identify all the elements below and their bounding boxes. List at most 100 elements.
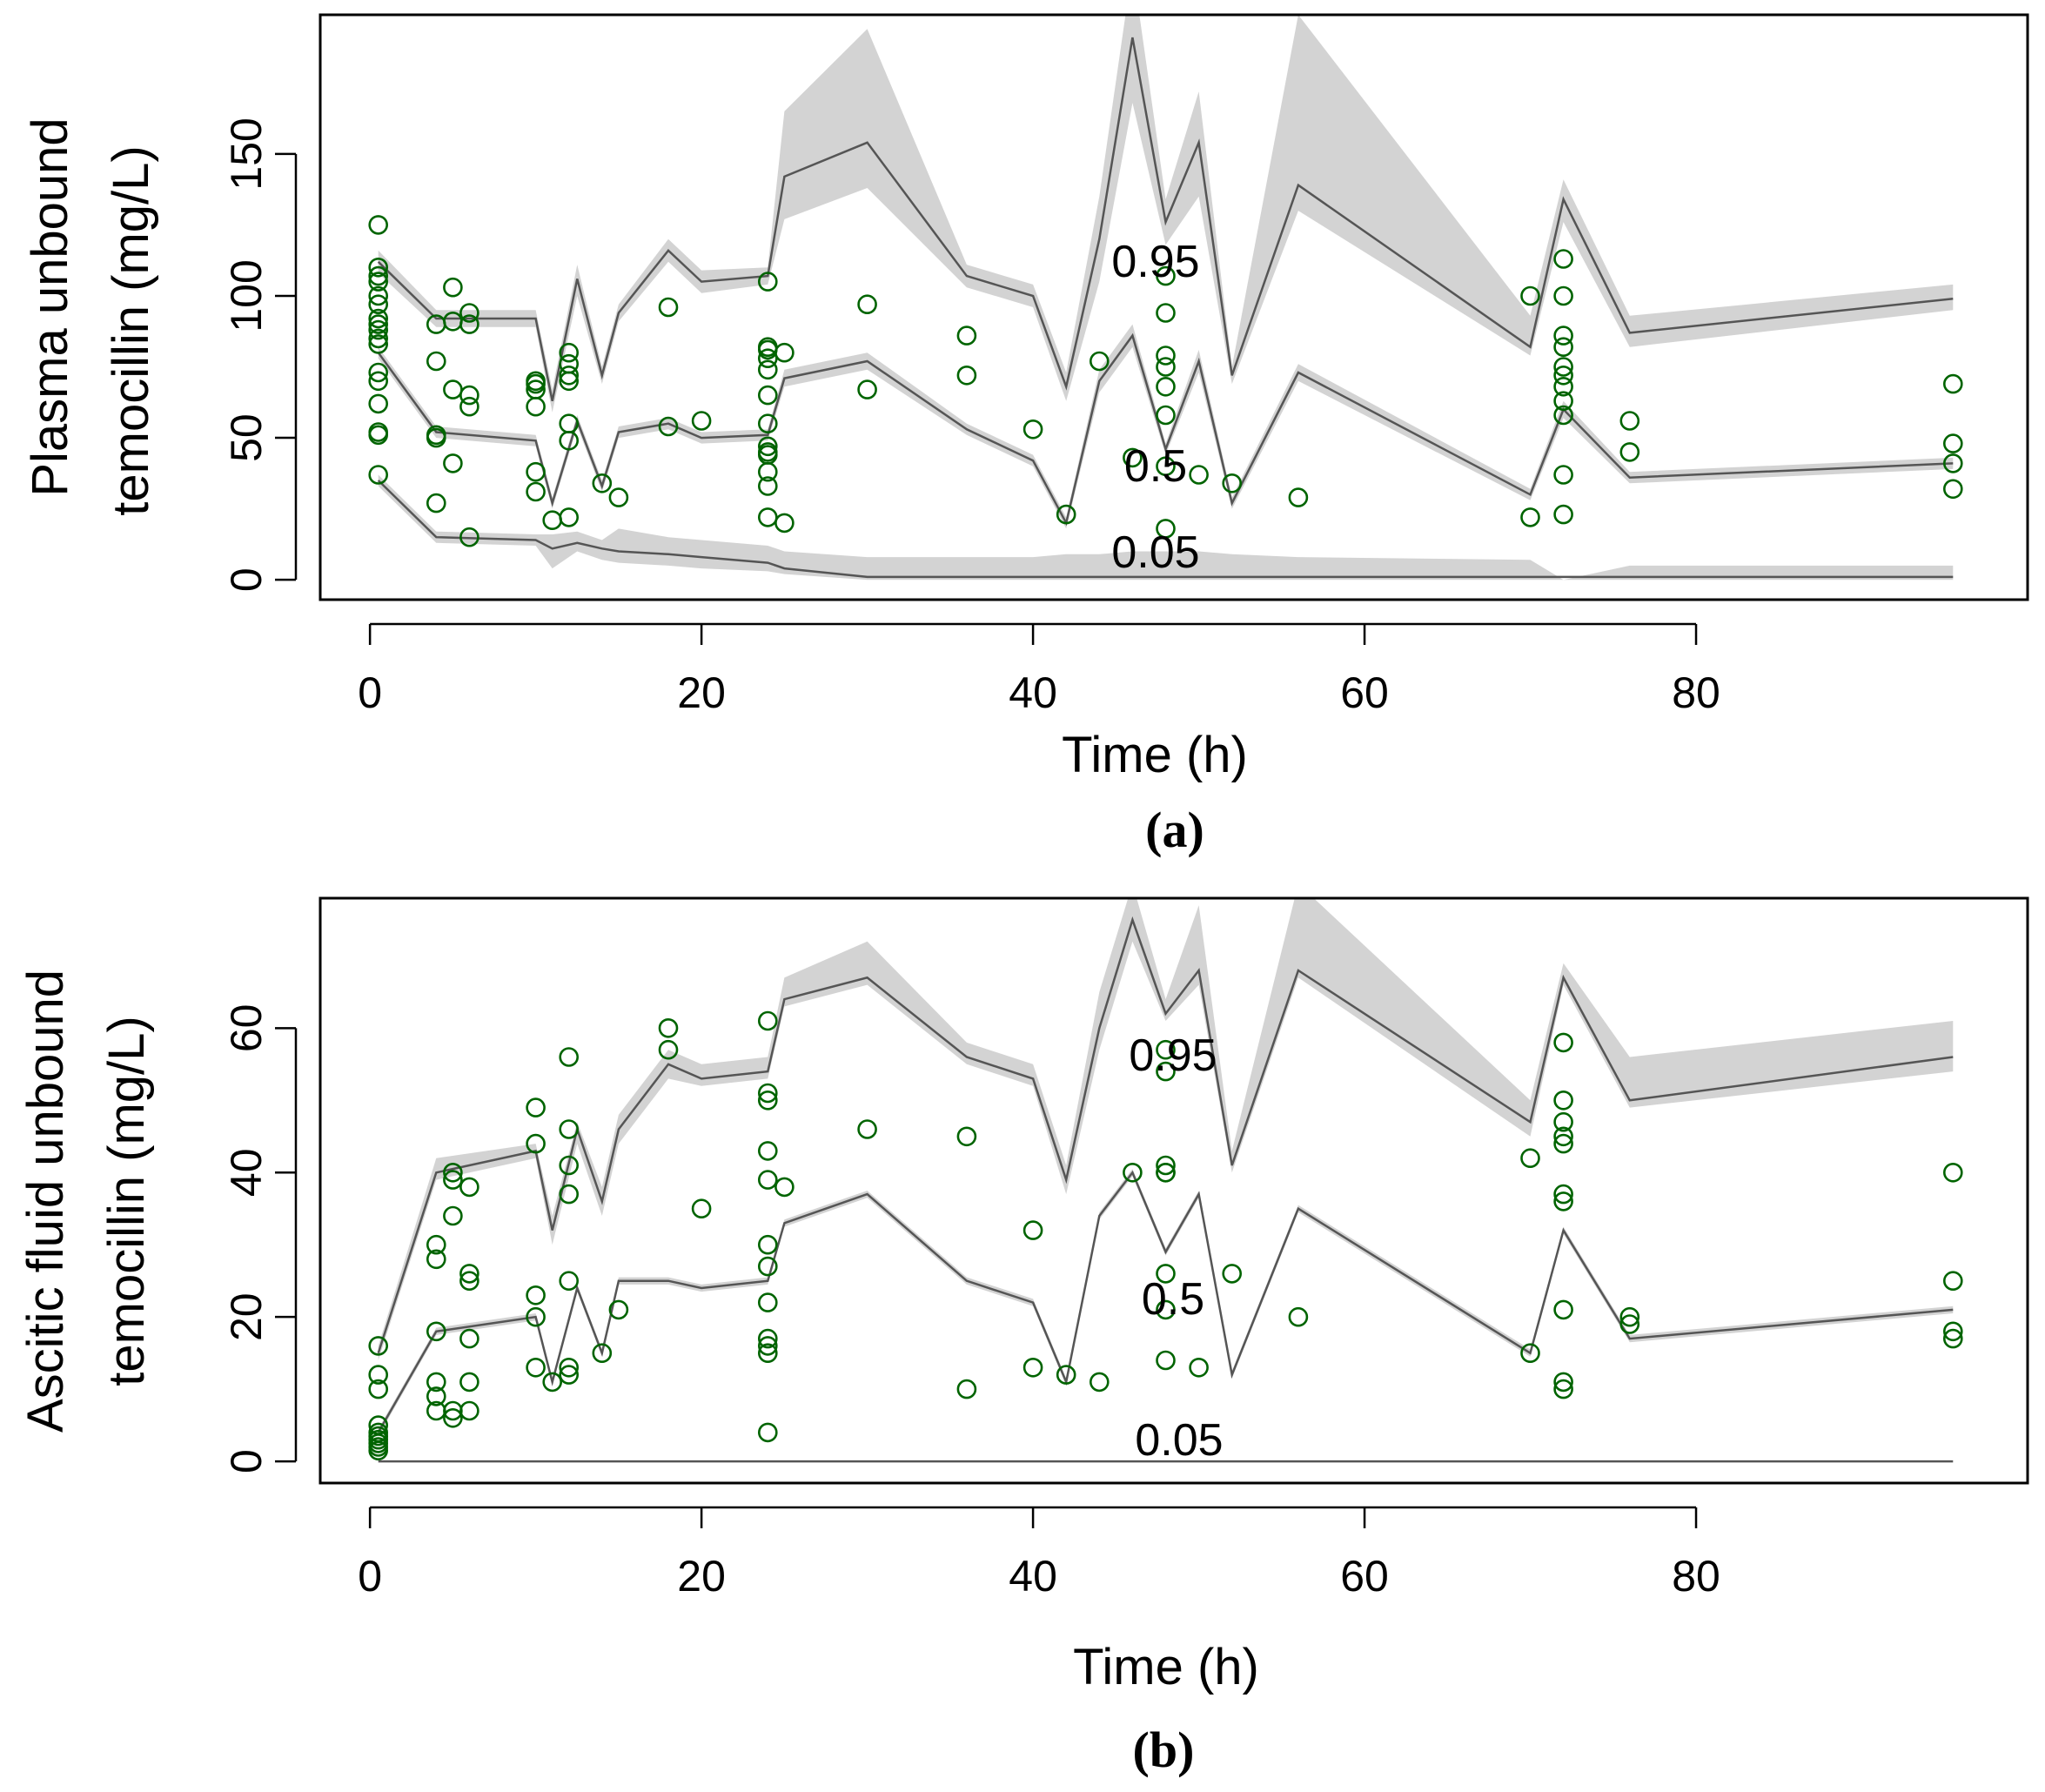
observed-point [1520,285,1540,306]
observed-point [368,371,389,392]
observed-point [1156,456,1176,477]
observed-point [1156,1350,1176,1371]
observed-point [1156,1039,1176,1060]
observed-point [368,1365,389,1385]
observed-point [1619,442,1640,462]
x-axis: 0 20 40 60 80 [358,1506,1720,1601]
observed-point [757,1292,778,1312]
observed-point [608,1299,629,1320]
observed-points [368,215,1963,547]
observed-point [1553,1379,1573,1399]
observed-point [1288,487,1309,507]
observed-point [757,1256,778,1277]
observed-point [559,342,580,363]
observed-point [1553,405,1573,426]
observed-point [368,1379,389,1399]
observed-point [1156,405,1176,426]
panel-b-chart: 0.95 0.5 0.05 0 20 40 60 80 0 20 40 60 Time (h)… [17,896,2029,1778]
prediction-band-0-95 [378,15,1954,413]
observed-point [1189,465,1209,485]
x-tick-label: 40 [1009,1552,1057,1601]
observed-point [559,430,580,451]
observed-point [1022,1220,1043,1240]
observed-point [1553,1126,1573,1147]
observed-point [1553,1091,1573,1111]
observed-point [857,1119,877,1139]
panel-label-b: (b) [1133,1722,1195,1778]
observed-point [1943,1321,1963,1342]
observed-point [608,487,629,507]
observed-point [1619,1306,1640,1327]
observed-point [1090,351,1110,372]
y-tick-label: 0 [222,1449,271,1473]
observed-point [443,277,463,298]
x-tick-label: 20 [677,668,726,717]
observed-point [592,1343,613,1363]
observed-point [542,1372,563,1393]
observed-point [757,1083,778,1104]
y-axis: 0 50 100 150 [222,117,298,592]
observed-point [426,493,446,513]
observed-point [426,427,446,448]
annotation-p95: 0.95 [1129,1030,1217,1081]
observed-point [368,257,389,278]
observed-point [368,265,389,286]
annotation-p50: 0.5 [1142,1274,1204,1325]
observed-point [1520,1148,1540,1168]
observed-point [426,1234,446,1255]
observed-point [1943,1271,1963,1291]
observed-point [1943,433,1963,453]
observed-point [1553,1184,1573,1205]
observed-point [757,436,778,457]
observed-point [459,303,479,323]
observed-point [1553,376,1573,397]
observed-point [426,1372,446,1393]
observed-point [1619,411,1640,431]
x-tick-label: 0 [358,1552,382,1601]
x-axis-label: Time (h) [1062,727,1248,783]
y-axis-label-line2: temocillin (mg/L) [98,1016,155,1386]
observed-point [774,513,795,534]
observed-point [691,1198,712,1218]
observed-point [1553,357,1573,377]
prediction-band-0-05 [378,474,1954,581]
observed-point [757,1234,778,1255]
observed-point [1553,326,1573,346]
percentile-lines [377,37,1954,579]
observed-point [459,385,479,406]
observed-point [559,371,580,392]
y-axis: 0 20 40 60 [222,1004,298,1473]
observed-point [691,411,712,431]
x-axis: 0 20 40 60 80 [358,622,1720,717]
observed-point [559,1365,580,1385]
observed-point [1156,1264,1176,1284]
observed-point [1553,285,1573,306]
y-tick-label: 20 [222,1292,271,1341]
observed-point [526,461,546,482]
observed-point [658,297,679,318]
plot-frame [318,896,2029,1485]
observed-point [1553,1111,1573,1132]
observed-point [559,507,580,527]
y-tick-label: 100 [222,259,271,332]
observed-point [368,215,389,235]
observed-point [368,308,389,329]
observed-point [368,314,389,334]
x-axis-label: Time (h) [1073,1639,1259,1695]
observed-point [1553,365,1573,386]
y-axis-label-line1: Ascitic fluid unbound [17,970,74,1433]
observed-point [757,1343,778,1363]
annotation-p50: 0.5 [1124,441,1187,492]
observed-point [526,396,546,417]
observed-point [1189,1358,1209,1378]
observed-point [368,1440,389,1460]
observed-point [459,1372,479,1393]
observed-point [1156,265,1176,286]
observed-point [1553,391,1573,412]
observed-point [368,285,389,306]
observed-point [956,1126,977,1147]
observed-point [1943,1163,1963,1183]
y-tick-label: 60 [222,1004,271,1053]
observed-point [526,1306,546,1327]
